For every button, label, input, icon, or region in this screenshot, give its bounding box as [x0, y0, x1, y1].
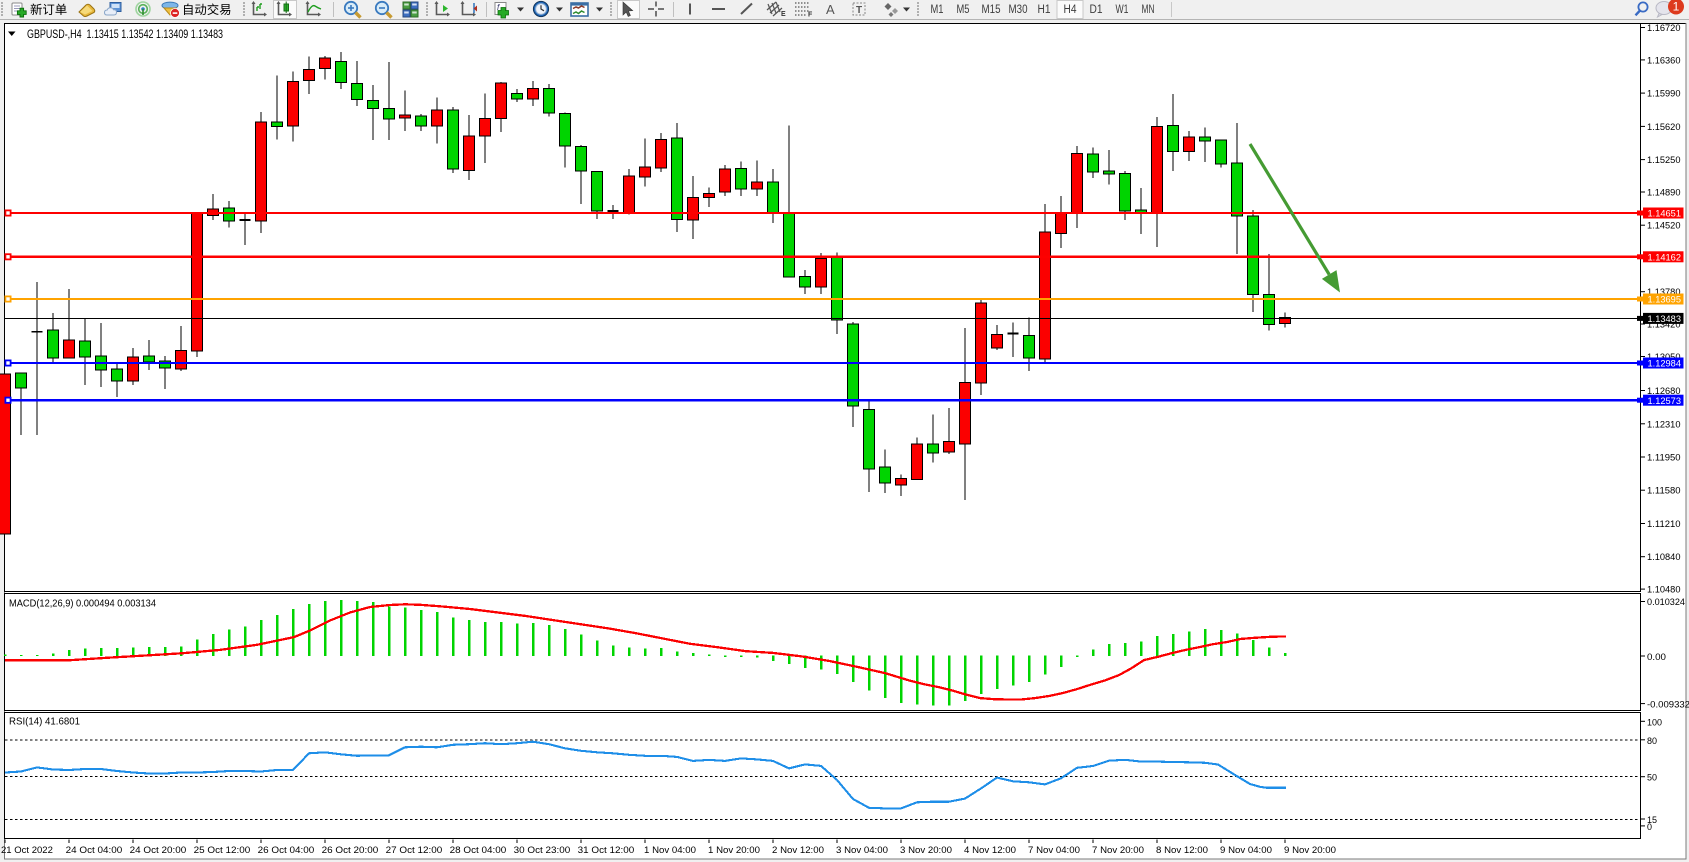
svg-text:1.13695: 1.13695 — [1648, 295, 1682, 306]
svg-text:28 Oct 04:00: 28 Oct 04:00 — [450, 845, 507, 856]
svg-text:f: f — [497, 3, 500, 12]
svg-text:1.16720: 1.16720 — [1647, 23, 1681, 34]
svg-text:0.00: 0.00 — [1647, 652, 1666, 663]
svg-text:1.13420: 1.13420 — [1647, 320, 1681, 331]
svg-text:21 Oct 2022: 21 Oct 2022 — [1, 845, 53, 856]
svg-text:H1: H1 — [1038, 4, 1051, 16]
svg-text:1.12680: 1.12680 — [1647, 386, 1681, 397]
svg-text:H4: H4 — [1064, 4, 1078, 16]
svg-text:1.11580: 1.11580 — [1647, 486, 1681, 497]
svg-text:1.14890: 1.14890 — [1647, 188, 1681, 199]
svg-text:31 Oct 12:00: 31 Oct 12:00 — [578, 845, 635, 856]
svg-text:1.15620: 1.15620 — [1647, 122, 1681, 133]
svg-text:MN: MN — [1142, 4, 1155, 16]
svg-text:1.15990: 1.15990 — [1647, 89, 1681, 100]
svg-text:4 Nov 12:00: 4 Nov 12:00 — [964, 845, 1016, 856]
svg-text:1.11210: 1.11210 — [1647, 519, 1681, 530]
svg-text:24 Oct 04:00: 24 Oct 04:00 — [66, 845, 123, 856]
svg-text:1.16360: 1.16360 — [1647, 55, 1681, 66]
svg-text:3 Nov 04:00: 3 Nov 04:00 — [836, 845, 888, 856]
svg-text:M30: M30 — [1009, 4, 1028, 16]
svg-text:0: 0 — [1647, 822, 1652, 833]
svg-text:8 Nov 12:00: 8 Nov 12:00 — [1156, 845, 1208, 856]
svg-text:A: A — [826, 2, 835, 17]
svg-text:7 Nov 20:00: 7 Nov 20:00 — [1092, 845, 1144, 856]
svg-text:1.12573: 1.12573 — [1648, 396, 1682, 407]
svg-text:30 Oct 23:00: 30 Oct 23:00 — [514, 845, 571, 856]
svg-text:9 Nov 20:00: 9 Nov 20:00 — [1284, 845, 1336, 856]
svg-text:RSI(14) 41.6801: RSI(14) 41.6801 — [9, 717, 80, 728]
svg-text:24 Oct 20:00: 24 Oct 20:00 — [130, 845, 187, 856]
svg-text:1.11950: 1.11950 — [1647, 453, 1681, 464]
svg-text:7 Nov 04:00: 7 Nov 04:00 — [1028, 845, 1080, 856]
svg-text:M5: M5 — [957, 4, 970, 16]
svg-text:80: 80 — [1647, 736, 1657, 747]
svg-text:1.13780: 1.13780 — [1647, 287, 1681, 298]
svg-text:26 Oct 04:00: 26 Oct 04:00 — [258, 845, 315, 856]
svg-text:15: 15 — [1647, 815, 1657, 826]
svg-text:T: T — [856, 5, 862, 16]
svg-text:25 Oct 12:00: 25 Oct 12:00 — [194, 845, 251, 856]
svg-text:1 Nov 04:00: 1 Nov 04:00 — [644, 845, 696, 856]
svg-text:F: F — [808, 12, 813, 19]
svg-text:100: 100 — [1647, 717, 1662, 728]
svg-text:1.14162: 1.14162 — [1648, 252, 1682, 263]
svg-text:W1: W1 — [1116, 4, 1129, 16]
svg-text:3 Nov 20:00: 3 Nov 20:00 — [900, 845, 952, 856]
svg-text:D1: D1 — [1090, 4, 1103, 16]
svg-text:1.10840: 1.10840 — [1647, 552, 1681, 563]
svg-text:1.15250: 1.15250 — [1647, 155, 1681, 166]
svg-text:0.010324: 0.010324 — [1647, 597, 1686, 608]
svg-text:M15: M15 — [982, 4, 1001, 16]
svg-text:E: E — [781, 11, 786, 18]
svg-text:1.12984: 1.12984 — [1648, 359, 1682, 370]
svg-text:1.13483: 1.13483 — [1648, 314, 1682, 325]
svg-text:50: 50 — [1647, 773, 1657, 784]
svg-text:1 Nov 20:00: 1 Nov 20:00 — [708, 845, 760, 856]
svg-text:M1: M1 — [931, 4, 944, 16]
svg-text:1.10480: 1.10480 — [1647, 585, 1681, 596]
svg-text:1.12310: 1.12310 — [1647, 419, 1681, 430]
svg-text:1.14651: 1.14651 — [1648, 209, 1682, 220]
svg-text:26 Oct 20:00: 26 Oct 20:00 — [322, 845, 379, 856]
svg-text:MACD(12,26,9) 0.000494 0.00313: MACD(12,26,9) 0.000494 0.003134 — [9, 599, 156, 610]
svg-text:1.14520: 1.14520 — [1647, 221, 1681, 232]
svg-text:27 Oct 12:00: 27 Oct 12:00 — [386, 845, 443, 856]
svg-text:2 Nov 12:00: 2 Nov 12:00 — [772, 845, 824, 856]
svg-text:-0.009332: -0.009332 — [1647, 700, 1689, 711]
svg-text:GBPUSD-,H4 1.13415 1.13542 1.: GBPUSD-,H4 1.13415 1.13542 1.13409 1.134… — [27, 27, 223, 41]
svg-text:9 Nov 04:00: 9 Nov 04:00 — [1220, 845, 1272, 856]
svg-text:1: 1 — [1673, 0, 1680, 14]
